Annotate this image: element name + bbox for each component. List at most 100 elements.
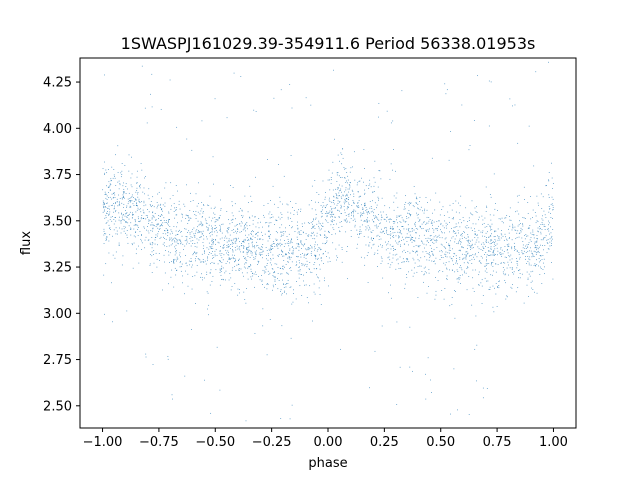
data-point: [453, 230, 454, 232]
data-point: [244, 263, 246, 265]
data-point: [243, 275, 244, 277]
data-point: [141, 235, 142, 236]
data-point: [173, 286, 175, 288]
data-point: [133, 197, 134, 198]
data-point: [291, 107, 293, 109]
data-point: [206, 226, 207, 228]
data-point: [458, 279, 460, 281]
data-point: [542, 269, 544, 270]
data-point: [480, 231, 482, 233]
data-point: [357, 182, 359, 184]
data-point: [386, 217, 388, 218]
data-point: [287, 260, 289, 262]
data-point: [470, 245, 471, 247]
data-point: [179, 239, 181, 241]
data-point: [330, 179, 332, 181]
data-point: [140, 217, 142, 219]
data-point: [260, 221, 261, 223]
data-point: [322, 209, 324, 211]
data-point: [318, 247, 320, 249]
data-point: [456, 226, 458, 228]
data-point: [431, 219, 433, 221]
data-point: [512, 105, 513, 107]
data-point: [376, 204, 378, 206]
data-point: [123, 203, 125, 205]
data-point: [247, 249, 249, 251]
data-point: [307, 254, 308, 255]
data-point: [133, 201, 135, 202]
data-point: [311, 185, 313, 187]
data-point: [392, 228, 394, 230]
data-point: [314, 248, 316, 249]
data-point: [179, 252, 181, 254]
data-point: [386, 244, 387, 246]
data-point: [373, 185, 375, 187]
data-point: [176, 256, 178, 258]
data-point: [123, 213, 125, 215]
data-point: [234, 258, 236, 259]
data-point: [467, 240, 469, 242]
data-point: [408, 201, 410, 203]
data-point: [194, 235, 196, 237]
data-point: [103, 205, 105, 207]
data-point: [222, 246, 224, 248]
data-point: [357, 202, 359, 204]
data-point: [319, 223, 321, 225]
data-point: [367, 225, 369, 227]
data-point: [344, 191, 345, 193]
data-point: [175, 209, 177, 211]
data-point: [526, 235, 527, 237]
data-point: [484, 277, 486, 279]
data-point: [328, 285, 329, 287]
data-point: [436, 240, 438, 241]
data-point: [391, 261, 393, 263]
data-point: [281, 250, 282, 252]
data-point: [359, 234, 360, 236]
data-point: [433, 242, 435, 244]
data-point: [292, 226, 293, 228]
data-point: [536, 240, 538, 242]
data-point: [304, 284, 305, 286]
data-point: [415, 202, 417, 203]
data-point: [480, 255, 482, 257]
data-point: [202, 212, 204, 214]
data-point: [235, 238, 237, 240]
data-point: [307, 222, 309, 223]
data-point: [254, 176, 256, 178]
data-point: [389, 252, 391, 254]
data-point: [282, 251, 284, 253]
data-point: [468, 220, 470, 221]
data-point: [402, 236, 403, 238]
data-point: [386, 220, 388, 222]
data-point: [112, 216, 113, 217]
data-point: [314, 254, 316, 256]
data-point: [247, 202, 249, 203]
data-point: [168, 254, 170, 256]
data-point: [190, 192, 191, 194]
data-point: [332, 202, 334, 203]
data-point: [250, 268, 252, 270]
data-point: [269, 272, 271, 274]
data-point: [549, 245, 551, 247]
data-point: [527, 277, 529, 279]
data-point: [470, 213, 472, 215]
data-point: [511, 268, 513, 270]
data-point: [236, 232, 238, 234]
data-point: [129, 207, 131, 208]
data-point: [441, 209, 443, 210]
data-point: [112, 321, 114, 323]
data-point: [102, 189, 104, 191]
data-point: [504, 217, 506, 219]
data-point: [311, 272, 313, 273]
data-point: [174, 246, 176, 248]
data-point: [192, 243, 194, 244]
data-point: [319, 294, 321, 295]
data-point: [477, 75, 478, 77]
data-point: [396, 259, 398, 261]
data-point: [322, 226, 324, 227]
data-point: [413, 206, 415, 208]
data-point: [545, 217, 547, 218]
data-point: [419, 265, 421, 267]
data-point: [303, 245, 304, 247]
data-point: [408, 228, 409, 230]
